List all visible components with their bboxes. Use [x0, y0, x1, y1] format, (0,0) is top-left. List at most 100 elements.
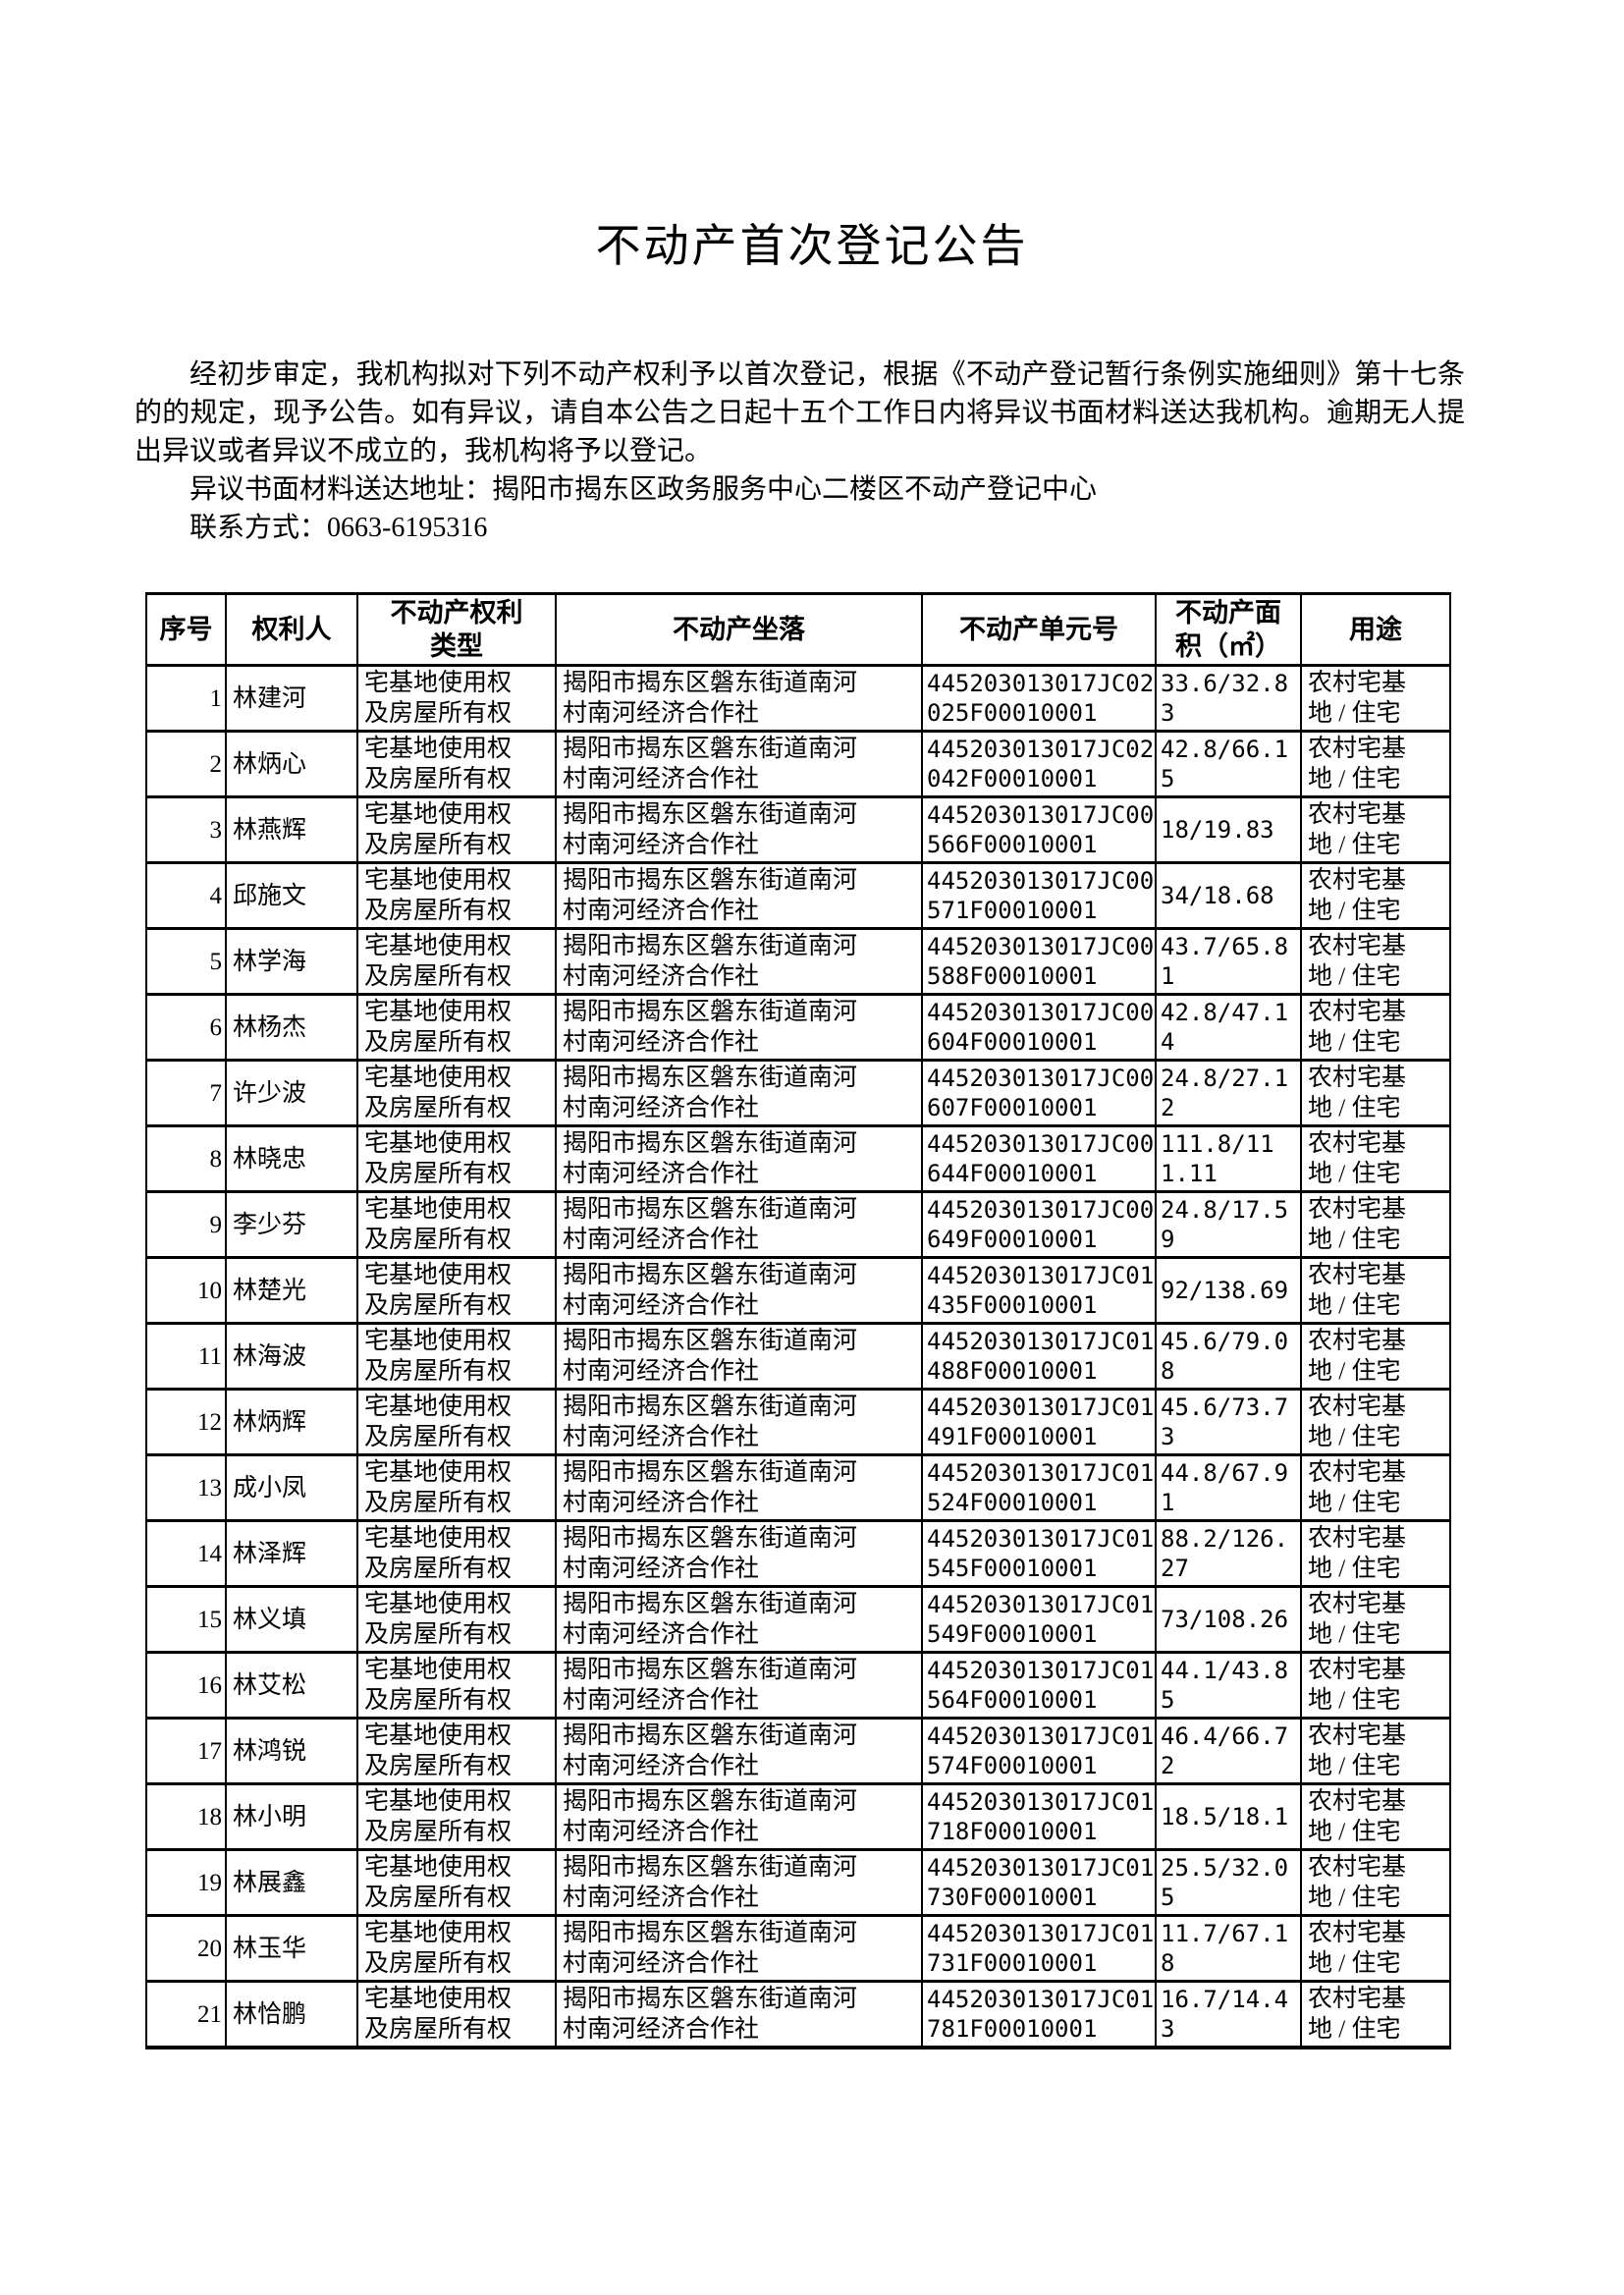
- location-cell: 揭阳市揭东区磐东街道南河村南河经济合作社: [555, 1322, 923, 1391]
- right-type-cell: 宅基地使用权及房屋所有权: [356, 1782, 557, 1851]
- area-cell: 11.7/67.18: [1155, 1914, 1302, 1983]
- right-type-cell: 宅基地使用权及房屋所有权: [356, 1585, 557, 1654]
- owner-cell: 林楚光: [225, 1256, 358, 1325]
- location-cell: 揭阳市揭东区磐东街道南河村南河经济合作社: [555, 795, 923, 864]
- table-row: 21 林恰鹏 宅基地使用权及房屋所有权 揭阳市揭东区磐东街道南河村南河经济合作社 445…: [145, 1980, 1451, 2049]
- unit-number-cell: 445203013017JC01730F00010001: [921, 1848, 1157, 1917]
- unit-number-cell: 445203013017JC01524F00010001: [921, 1453, 1157, 1522]
- serial-number-cell: 2: [145, 730, 227, 798]
- serial-number-cell: 14: [145, 1519, 227, 1588]
- table-row: 11 林海波 宅基地使用权及房屋所有权 揭阳市揭东区磐东街道南河村南河经济合作社 445…: [145, 1322, 1451, 1391]
- owner-cell: 林炳心: [225, 730, 358, 798]
- area-cell: 73/108.26: [1155, 1585, 1302, 1654]
- unit-number-cell: 445203013017JC01549F00010001: [921, 1585, 1157, 1654]
- right-type-cell: 宅基地使用权及房屋所有权: [356, 1717, 557, 1785]
- table-row: 12 林炳辉 宅基地使用权及房屋所有权 揭阳市揭东区磐东街道南河村南河经济合作社 445…: [145, 1388, 1451, 1456]
- unit-number-cell: 445203013017JC00571F00010001: [921, 861, 1157, 930]
- table-row: 7 许少波 宅基地使用权及房屋所有权 揭阳市揭东区磐东街道南河村南河经济合作社 4452…: [145, 1059, 1451, 1127]
- column-header: 权利人: [225, 592, 358, 667]
- unit-number-cell: 445203013017JC00566F00010001: [921, 795, 1157, 864]
- table-row: 9 李少芬 宅基地使用权及房屋所有权 揭阳市揭东区磐东街道南河村南河经济合作社 4452…: [145, 1190, 1451, 1259]
- serial-number-cell: 13: [145, 1453, 227, 1522]
- column-header: 不动产权利类型: [356, 592, 557, 667]
- right-type-cell: 宅基地使用权及房屋所有权: [356, 861, 557, 930]
- location-cell: 揭阳市揭东区磐东街道南河村南河经济合作社: [555, 1388, 923, 1456]
- location-cell: 揭阳市揭东区磐东街道南河村南河经济合作社: [555, 1124, 923, 1193]
- unit-number-cell: 445203013017JC01488F00010001: [921, 1322, 1157, 1391]
- unit-number-cell: 445203013017JC02025F00010001: [921, 664, 1157, 733]
- unit-number-cell: 445203013017JC02042F00010001: [921, 730, 1157, 798]
- right-type-cell: 宅基地使用权及房屋所有权: [356, 927, 557, 996]
- owner-cell: 李少芬: [225, 1190, 358, 1259]
- location-cell: 揭阳市揭东区磐东街道南河村南河经济合作社: [555, 927, 923, 996]
- location-cell: 揭阳市揭东区磐东街道南河村南河经济合作社: [555, 1717, 923, 1785]
- right-type-cell: 宅基地使用权及房屋所有权: [356, 1651, 557, 1720]
- owner-cell: 林燕辉: [225, 795, 358, 864]
- right-type-cell: 宅基地使用权及房屋所有权: [356, 1519, 557, 1588]
- owner-cell: 林晓忠: [225, 1124, 358, 1193]
- location-cell: 揭阳市揭东区磐东街道南河村南河经济合作社: [555, 1914, 923, 1983]
- intro-paragraph: 经初步审定，我机构拟对下列不动产权利予以首次登记，根据《不动产登记暂行条例实施细…: [135, 359, 1465, 466]
- usage-cell: 农村宅基地 / 住宅: [1300, 1256, 1451, 1325]
- location-cell: 揭阳市揭东区磐东街道南河村南河经济合作社: [555, 1519, 923, 1588]
- unit-number-cell: 445203013017JC01718F00010001: [921, 1782, 1157, 1851]
- owner-cell: 林泽辉: [225, 1519, 358, 1588]
- column-header: 不动产面积（㎡）: [1155, 592, 1302, 667]
- right-type-cell: 宅基地使用权及房屋所有权: [356, 1124, 557, 1193]
- serial-number-cell: 10: [145, 1256, 227, 1325]
- unit-number-cell: 445203013017JC00644F00010001: [921, 1124, 1157, 1193]
- serial-number-cell: 1: [145, 664, 227, 733]
- table-row: 2 林炳心 宅基地使用权及房屋所有权 揭阳市揭东区磐东街道南河村南河经济合作社 4452…: [145, 730, 1451, 798]
- usage-cell: 农村宅基地 / 住宅: [1300, 1519, 1451, 1588]
- column-header: 不动产坐落: [555, 592, 923, 667]
- unit-number-cell: 445203013017JC01564F00010001: [921, 1651, 1157, 1720]
- right-type-cell: 宅基地使用权及房屋所有权: [356, 1388, 557, 1456]
- area-cell: 25.5/32.05: [1155, 1848, 1302, 1917]
- owner-cell: 林炳辉: [225, 1388, 358, 1456]
- table-row: 13 成小凤 宅基地使用权及房屋所有权 揭阳市揭东区磐东街道南河村南河经济合作社 445…: [145, 1453, 1451, 1522]
- usage-cell: 农村宅基地 / 住宅: [1300, 1585, 1451, 1654]
- usage-cell: 农村宅基地 / 住宅: [1300, 795, 1451, 864]
- unit-number-cell: 445203013017JC00649F00010001: [921, 1190, 1157, 1259]
- table-row: 1 林建河 宅基地使用权及房屋所有权 揭阳市揭东区磐东街道南河村南河经济合作社 4452…: [145, 664, 1451, 733]
- right-type-cell: 宅基地使用权及房屋所有权: [356, 664, 557, 733]
- serial-number-cell: 19: [145, 1848, 227, 1917]
- unit-number-cell: 445203013017JC00588F00010001: [921, 927, 1157, 996]
- location-cell: 揭阳市揭东区磐东街道南河村南河经济合作社: [555, 730, 923, 798]
- right-type-cell: 宅基地使用权及房屋所有权: [356, 795, 557, 864]
- owner-cell: 许少波: [225, 1059, 358, 1127]
- usage-cell: 农村宅基地 / 住宅: [1300, 861, 1451, 930]
- owner-cell: 林义填: [225, 1585, 358, 1654]
- serial-number-cell: 8: [145, 1124, 227, 1193]
- usage-cell: 农村宅基地 / 住宅: [1300, 1322, 1451, 1391]
- serial-number-cell: 21: [145, 1980, 227, 2049]
- usage-cell: 农村宅基地 / 住宅: [1300, 1453, 1451, 1522]
- table-row: 6 林杨杰 宅基地使用权及房屋所有权 揭阳市揭东区磐东街道南河村南河经济合作社 4452…: [145, 993, 1451, 1062]
- objection-address-line: 异议书面材料送达地址：揭阳市揭东区政务服务中心二楼区不动产登记中心: [189, 474, 1098, 505]
- column-header: 用途: [1300, 592, 1451, 667]
- serial-number-cell: 6: [145, 993, 227, 1062]
- location-cell: 揭阳市揭东区磐东街道南河村南河经济合作社: [555, 1256, 923, 1325]
- area-cell: 45.6/79.08: [1155, 1322, 1302, 1391]
- area-cell: 44.1/43.85: [1155, 1651, 1302, 1720]
- owner-cell: 林海波: [225, 1322, 358, 1391]
- table-row: 8 林晓忠 宅基地使用权及房屋所有权 揭阳市揭东区磐东街道南河村南河经济合作社 4452…: [145, 1124, 1451, 1193]
- area-cell: 42.8/47.14: [1155, 993, 1302, 1062]
- unit-number-cell: 445203013017JC01545F00010001: [921, 1519, 1157, 1588]
- unit-number-cell: 445203013017JC01491F00010001: [921, 1388, 1157, 1456]
- usage-cell: 农村宅基地 / 住宅: [1300, 993, 1451, 1062]
- usage-cell: 农村宅基地 / 住宅: [1300, 730, 1451, 798]
- usage-cell: 农村宅基地 / 住宅: [1300, 927, 1451, 996]
- serial-number-cell: 18: [145, 1782, 227, 1851]
- area-cell: 24.8/27.12: [1155, 1059, 1302, 1127]
- contact-phone-line: 联系方式：0663-6195316: [189, 513, 488, 543]
- area-cell: 24.8/17.59: [1155, 1190, 1302, 1259]
- right-type-cell: 宅基地使用权及房屋所有权: [356, 1914, 557, 1983]
- location-cell: 揭阳市揭东区磐东街道南河村南河经济合作社: [555, 1190, 923, 1259]
- right-type-cell: 宅基地使用权及房屋所有权: [356, 730, 557, 798]
- right-type-cell: 宅基地使用权及房屋所有权: [356, 1980, 557, 2049]
- table-row: 14 林泽辉 宅基地使用权及房屋所有权 揭阳市揭东区磐东街道南河村南河经济合作社 445…: [145, 1519, 1451, 1588]
- area-cell: 44.8/67.91: [1155, 1453, 1302, 1522]
- owner-cell: 林小明: [225, 1782, 358, 1851]
- serial-number-cell: 9: [145, 1190, 227, 1259]
